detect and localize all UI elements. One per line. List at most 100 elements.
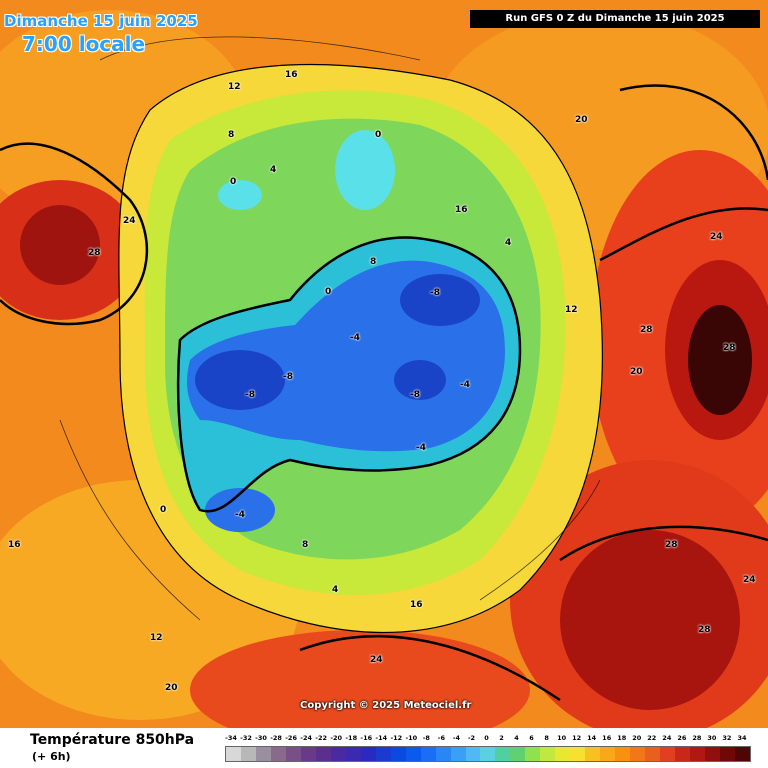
- isotherm-label: 24: [710, 232, 723, 242]
- legend-value-label: -26: [285, 734, 297, 742]
- isotherm-label: 0: [325, 287, 332, 297]
- date-title: Dimanche 15 juin 2025: [4, 12, 198, 30]
- legend-value-label: 10: [557, 734, 567, 742]
- isotherm-label: 4: [332, 585, 339, 595]
- legend-value-label: -14: [375, 734, 388, 742]
- legend-value-label: 14: [587, 734, 597, 742]
- isotherm-label: 0: [160, 505, 167, 515]
- legend-value-label: 22: [647, 734, 657, 742]
- isotherm-label: -8: [430, 288, 440, 298]
- legend-color-swatch: [645, 747, 661, 761]
- legend-value-label: -18: [345, 734, 358, 742]
- legend-value-label: -32: [240, 734, 252, 742]
- legend-color-swatch: [600, 747, 616, 761]
- legend-value-label: 28: [692, 734, 702, 742]
- legend-value-label: -30: [255, 734, 267, 742]
- legend-value-label: 32: [722, 734, 732, 742]
- legend-color-swatch: [435, 747, 451, 761]
- isotherm-label: 0: [375, 130, 382, 140]
- isotherm-label: 16: [285, 70, 298, 80]
- isotherm-label: 4: [270, 165, 277, 175]
- legend-color-swatch: [705, 747, 720, 761]
- legend-value-label: -20: [330, 734, 343, 742]
- map-canvas: [0, 10, 768, 728]
- legend-color-swatch: [719, 747, 735, 761]
- legend-value-label: 6: [529, 734, 534, 742]
- legend-color-swatch: [240, 747, 256, 761]
- legend-color-swatch: [570, 747, 586, 761]
- isotherm-label: 16: [410, 600, 423, 610]
- isotherm-label: 8: [370, 257, 377, 267]
- isotherm-label: 16: [8, 540, 21, 550]
- variable-title: Température 850hPa: [30, 732, 195, 748]
- legend-color-swatch: [255, 747, 271, 761]
- legend-color-swatch: [734, 747, 750, 761]
- isotherm-label: 28: [640, 325, 653, 335]
- legend-value-label: 8: [544, 734, 549, 742]
- legend-color-swatch: [330, 747, 346, 761]
- isotherm-label: -8: [283, 372, 293, 382]
- local-time-title: 7:00 locale: [22, 32, 146, 56]
- legend-value-label: -22: [315, 734, 328, 742]
- legend-value-label: 0: [484, 734, 489, 742]
- legend-value-label: 26: [677, 734, 687, 742]
- legend-color-swatch: [675, 747, 691, 761]
- isotherm-label: 20: [165, 683, 178, 693]
- legend-value-label: -8: [422, 734, 430, 742]
- isotherm-label: 24: [370, 655, 383, 665]
- legend-color-swatch: [285, 747, 301, 761]
- legend-color-swatch: [615, 747, 631, 761]
- legend-color-swatch: [405, 747, 421, 761]
- isotherm-label: -4: [460, 380, 470, 390]
- legend-value-label: -34: [225, 734, 237, 742]
- legend-labels: -34 -32 -30 -28 -26 -24 -22 -20 -18 -16 -14 -12 -10-…: [225, 734, 751, 746]
- isotherm-label: 28: [88, 248, 101, 258]
- legend-color-swatch: [585, 747, 601, 761]
- legend-color-swatch: [420, 747, 436, 761]
- isotherm-label: 12: [150, 633, 163, 643]
- legend-color-swatch: [450, 747, 466, 761]
- isotherm-label: -4: [350, 333, 360, 343]
- legend-color-swatch: [555, 747, 571, 761]
- isotherm-label: -8: [410, 390, 420, 400]
- legend-color-swatch: [390, 747, 406, 761]
- isotherm-label: 28: [698, 625, 711, 635]
- legend-value-label: -2: [467, 734, 476, 742]
- isotherm-label: 4: [505, 238, 512, 248]
- isotherm-label: 12: [565, 305, 578, 315]
- legend-color-swatch: [690, 747, 705, 761]
- color-legend: -34 -32 -30 -28 -26 -24 -22 -20 -18 -16 -14 -12 -10-…: [225, 734, 751, 762]
- legend-color-swatch: [375, 747, 391, 761]
- legend-color-swatch: [660, 747, 676, 761]
- isotherm-label: 0: [230, 177, 237, 187]
- legend-color-swatch: [630, 747, 646, 761]
- legend-color-swatch: [270, 747, 286, 761]
- isotherm-label: -8: [245, 390, 255, 400]
- temperature-map: Dimanche 15 juin 2025 7:00 locale Run GF…: [0, 0, 768, 728]
- legend-swatches: [225, 746, 751, 762]
- legend-color-swatch: [510, 747, 526, 761]
- isotherm-label: 8: [302, 540, 309, 550]
- legend-color-swatch: [540, 747, 556, 761]
- legend-value-label: 24: [662, 734, 672, 742]
- isotherm-label: 20: [575, 115, 588, 125]
- legend-value-label: 12: [572, 734, 582, 742]
- copyright-text: Copyright © 2025 Meteociel.fr: [300, 700, 472, 711]
- legend-value-label: 16: [602, 734, 612, 742]
- legend-value-label: -24: [300, 734, 313, 742]
- legend-value-label: -6: [437, 734, 445, 742]
- footer-bar: Température 850hPa (+ 6h) -34 -32 -30 -28 -2…: [0, 728, 768, 768]
- legend-color-swatch: [226, 747, 241, 761]
- isotherm-label: -4: [416, 443, 426, 453]
- legend-value-label: -10: [405, 734, 418, 742]
- legend-color-swatch: [345, 747, 361, 761]
- isotherm-label: 16: [455, 205, 468, 215]
- isotherm-label: 20: [630, 367, 643, 377]
- legend-value-label: 18: [617, 734, 627, 742]
- legend-value-label: -12: [390, 734, 403, 742]
- legend-color-swatch: [525, 747, 541, 761]
- legend-value-label: 34: [737, 734, 747, 742]
- legend-color-swatch: [495, 747, 511, 761]
- legend-color-swatch: [465, 747, 481, 761]
- legend-color-swatch: [315, 747, 331, 761]
